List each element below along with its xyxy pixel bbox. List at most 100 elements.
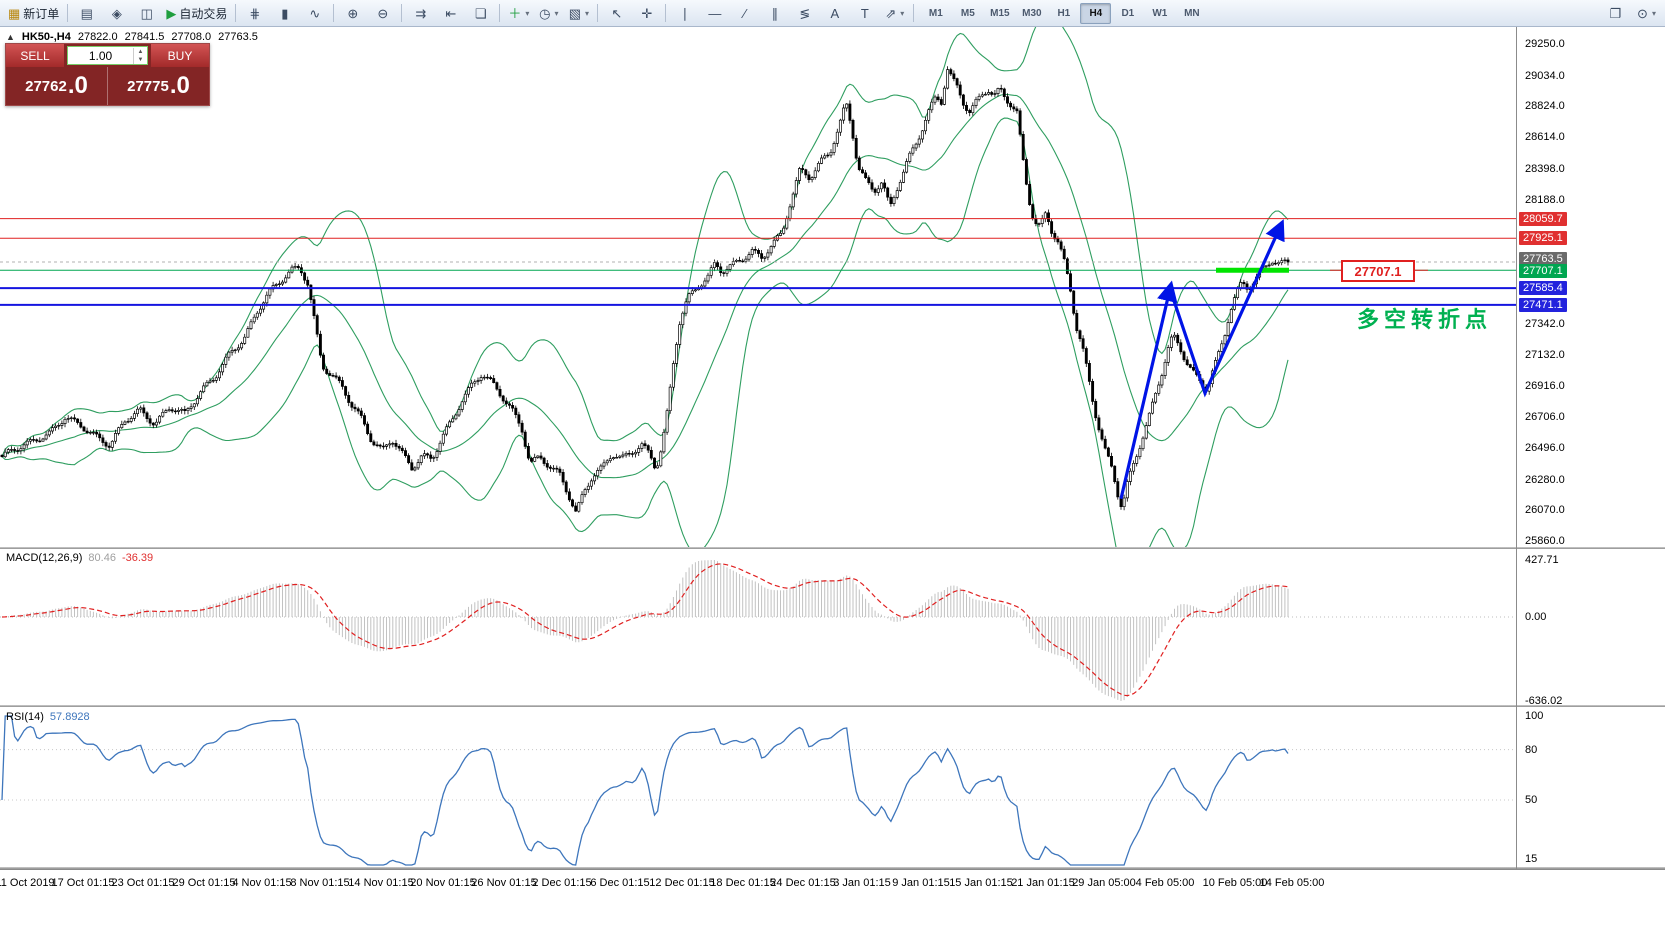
chart-shift-button[interactable]: ⇤	[436, 2, 465, 25]
vertical-line-button[interactable]: ∣	[670, 2, 699, 25]
ohlc-high: 27841.5	[124, 31, 165, 43]
channel-button[interactable]: ∥	[760, 2, 789, 25]
macd-panel[interactable]	[0, 549, 1516, 705]
terminal-button[interactable]: ◫	[132, 2, 161, 25]
buy-button[interactable]: BUY	[151, 44, 209, 67]
tile-windows-icon: ❏	[475, 5, 487, 21]
macd-label: MACD(12,26,9) 80.46 -36.39	[6, 552, 153, 564]
crosshair-button[interactable]: ✛	[632, 2, 661, 25]
channel-icon: ∥	[771, 5, 779, 21]
panel-divider[interactable]	[0, 867, 1665, 869]
indicators-button[interactable]: ＋ ▾	[504, 2, 533, 25]
periods-button[interactable]: ◷ ▾	[534, 2, 563, 25]
time-axis-label: 24 Dec 01:15	[770, 877, 836, 889]
text-button[interactable]: A	[820, 2, 849, 25]
templates-icon: ▧	[568, 5, 581, 21]
volume-spinner: ▲ ▼	[133, 47, 147, 64]
chevron-down-icon: ▾	[554, 8, 559, 18]
text-icon: A	[830, 5, 840, 21]
chevron-down-icon: ▾	[900, 8, 905, 18]
new-order-button[interactable]: ▦ 新订单	[4, 2, 63, 25]
timeframe-m30-button[interactable]: M30	[1022, 7, 1042, 19]
timeframe-m1-button[interactable]: M1	[928, 7, 943, 19]
price-axis-badge: 27925.1	[1519, 231, 1567, 245]
sell-button[interactable]: SELL	[6, 44, 64, 67]
time-axis-label: 8 Nov 01:15	[290, 877, 350, 889]
volume-input[interactable]	[68, 47, 133, 64]
fibonacci-button[interactable]: ≶	[790, 2, 819, 25]
panel-divider[interactable]	[0, 547, 1665, 549]
indicator-axis-label: 100	[1525, 710, 1544, 722]
trend-arrow[interactable]	[1169, 219, 1285, 398]
main-chart[interactable]	[0, 27, 1516, 547]
time-axis-label: 3 Jan 01:15	[833, 877, 891, 889]
timeframe-d1-button[interactable]: D1	[1121, 7, 1135, 19]
timeframe-h4-button[interactable]: H4	[1080, 2, 1112, 24]
ohlc-bars-button[interactable]: ⋕	[240, 2, 269, 25]
time-axis-label: 17 Oct 01:15	[51, 877, 115, 889]
search-button[interactable]: ⊙ ▾	[1632, 2, 1661, 25]
time-axis-label: 12 Dec 01:15	[649, 877, 715, 889]
rsi-panel[interactable]	[0, 707, 1516, 867]
trend-arrows[interactable]	[1119, 219, 1285, 500]
price-axis-badge: 27763.5	[1519, 252, 1567, 266]
templates-button[interactable]: ▧ ▾	[564, 2, 593, 25]
chart-shift-icon: ⇤	[445, 5, 457, 21]
price-axis-label: 28614.0	[1525, 131, 1565, 143]
ohlc-open: 27822.0	[77, 31, 118, 43]
price-axis[interactable]: 29250.0 29034.0 28824.0 28614.0 28398.0 28188…	[1517, 27, 1665, 869]
cursor-button[interactable]: ↖	[602, 2, 631, 25]
timeframe-m15-button[interactable]: M15	[990, 7, 1010, 19]
search-icon: ⊙	[1637, 5, 1648, 21]
rsi-indicator-name: RSI(14)	[6, 711, 44, 723]
arrows-button[interactable]: ⇗ ▾	[880, 2, 909, 25]
time-axis-label: 9 Jan 01:15	[892, 877, 950, 889]
timeframe-m5-button[interactable]: M5	[960, 7, 975, 19]
crosshair-icon: ✛	[641, 5, 653, 21]
timeframe-w1-button[interactable]: W1	[1152, 7, 1168, 19]
one-click-collapse-arrow[interactable]: ▲	[6, 32, 15, 42]
volume-down-button[interactable]: ▼	[137, 56, 144, 63]
toolbar-separator	[913, 4, 915, 22]
zoom-in-button[interactable]: ⊕	[338, 2, 367, 25]
time-axis-label: 21 Jan 01:15	[1011, 877, 1075, 889]
vertical-line-icon: ∣	[681, 5, 689, 21]
buy-price[interactable]: 27775 .0	[108, 67, 209, 105]
sell-price[interactable]: 27762 .0	[6, 67, 108, 105]
volume-up-button[interactable]: ▲	[137, 48, 144, 55]
level-lines[interactable]	[0, 218, 1516, 306]
timeframe-mn-button[interactable]: MN	[1184, 7, 1200, 19]
zoom-out-button[interactable]: ⊖	[368, 2, 397, 25]
time-axis-label: 14 Feb 05:00	[1259, 877, 1325, 889]
panel-divider[interactable]	[0, 705, 1665, 707]
candlestick-button[interactable]: ▮	[270, 2, 299, 25]
auto-trading-button[interactable]: ▶ 自动交易	[162, 2, 231, 25]
trendline-button[interactable]: ∕	[730, 2, 759, 25]
time-axis-label: 6 Dec 01:15	[590, 877, 650, 889]
price-annotation-box[interactable]: 27707.1	[1341, 260, 1415, 282]
time-axis-label: 15 Jan 01:15	[949, 877, 1013, 889]
timeframe-h1-button[interactable]: H1	[1057, 7, 1071, 19]
price-axis-label: 28398.0	[1525, 163, 1565, 175]
time-axis-label: 29 Jan 05:00	[1072, 877, 1136, 889]
chart-window-button[interactable]: ❐	[1601, 2, 1630, 25]
auto-scroll-button[interactable]: ⇉	[406, 2, 435, 25]
market-watch-button[interactable]: ▤	[72, 2, 101, 25]
macd-indicator-name: MACD(12,26,9)	[6, 552, 83, 564]
time-axis-label: 10 Feb 05:00	[1202, 877, 1268, 889]
chart-ohlc-header: ▲ HK50-,H4 27822.0 27841.5 27708.0 27763…	[6, 31, 258, 43]
indicator-axis-label: 427.71	[1525, 554, 1559, 566]
zoom-out-icon: ⊖	[377, 5, 389, 21]
time-axis[interactable]: 11 Oct 2019 17 Oct 01:15 23 Oct 01:15 29 Oc…	[0, 869, 1665, 902]
turning-point-annotation[interactable]: 多空转折点	[1357, 307, 1493, 332]
trend-arrow[interactable]	[1119, 280, 1178, 500]
label-button[interactable]: T	[850, 2, 879, 25]
time-axis-label: 14 Nov 01:15	[348, 877, 414, 889]
navigator-button[interactable]: ◈	[102, 2, 131, 25]
timeframe-group: M1 M5 M15 M30 H1 H4 D1 W1 MN	[920, 2, 1207, 24]
horizontal-line-button[interactable]: ―	[700, 2, 729, 25]
tile-windows-button[interactable]: ❏	[466, 2, 495, 25]
price-axis-label: 29250.0	[1525, 38, 1565, 50]
time-axis-label: 4 Nov 01:15	[232, 877, 292, 889]
line-chart-button[interactable]: ∿	[300, 2, 329, 25]
